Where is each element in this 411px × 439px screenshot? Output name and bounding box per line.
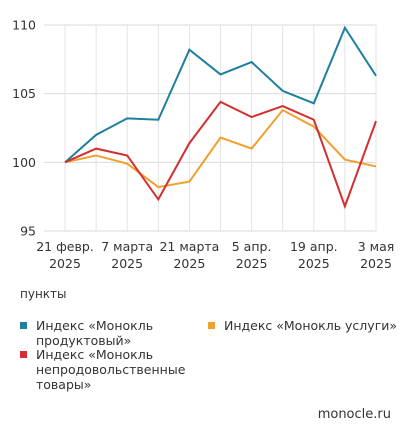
- x-tick-label: 19 апр.: [290, 239, 338, 254]
- x-tick-label: 21 февр.: [36, 239, 94, 254]
- legend-swatch-services: [208, 322, 215, 329]
- y-tick-label: 95: [20, 224, 36, 239]
- legend-label-nonfood: Индекс «Монокль непродовольственные това…: [36, 347, 186, 392]
- x-tick-label-year: 2025: [236, 256, 268, 271]
- x-tick-label: 5 апр.: [232, 239, 272, 254]
- x-tick-label-year: 2025: [111, 256, 143, 271]
- x-tick-label-year: 2025: [360, 256, 392, 271]
- y-tick-label: 105: [12, 86, 36, 101]
- series-line-0: [64, 25, 377, 164]
- legend-label-products: Индекс «Монокль продуктовый»: [36, 318, 154, 348]
- y-tick-label: 110: [12, 18, 36, 33]
- series-line-2: [64, 100, 377, 210]
- legend-label-services: Индекс «Монокль услуги»: [224, 318, 398, 333]
- line-chart: 95 100 105 110 21 февр. 2025 7 марта 2025 21 мар…: [12, 18, 395, 272]
- x-tick-label-year: 2025: [298, 256, 330, 271]
- x-tick-label-year: 2025: [49, 256, 81, 271]
- x-tick-label: 21 марта: [159, 239, 219, 254]
- source-label: monocle.ru: [317, 407, 391, 422]
- legend-swatch-nonfood: [20, 351, 27, 358]
- y-tick-label: 100: [12, 155, 36, 170]
- x-tick-label: 7 марта: [101, 239, 153, 254]
- x-tick-label-year: 2025: [173, 256, 205, 271]
- legend-swatch-products: [20, 322, 27, 329]
- series-line-1: [64, 108, 377, 189]
- x-tick-label: 3 мая: [358, 239, 395, 254]
- units-label: пункты: [20, 287, 67, 301]
